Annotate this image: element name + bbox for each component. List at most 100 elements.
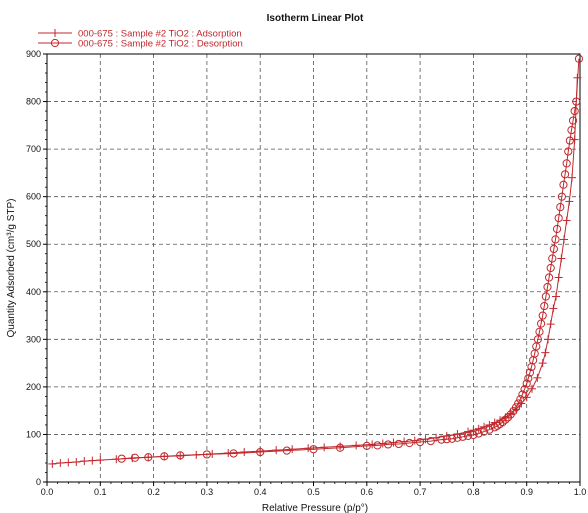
data-point-circle xyxy=(506,410,515,419)
data-point-plus xyxy=(304,444,313,453)
data-point-circle xyxy=(256,447,265,457)
data-point-circle xyxy=(567,125,576,135)
series-layer xyxy=(48,54,584,468)
data-point-plus xyxy=(288,445,297,454)
data-point-circle xyxy=(568,116,578,125)
data-point-circle xyxy=(565,136,574,145)
data-point-plus xyxy=(48,459,57,468)
data-point-circle xyxy=(541,292,550,301)
data-point-circle xyxy=(485,425,494,434)
data-point-circle xyxy=(229,449,238,458)
y-tick-label: 0 xyxy=(36,477,41,487)
y-tick-label: 800 xyxy=(26,97,41,107)
data-point-circle xyxy=(130,453,140,462)
data-point-circle xyxy=(544,273,554,282)
data-point-circle xyxy=(503,413,513,422)
data-point-circle xyxy=(540,301,549,311)
data-point-plus xyxy=(80,457,89,466)
data-point-plus xyxy=(112,455,121,464)
data-point-circle xyxy=(442,435,451,444)
data-point-circle xyxy=(469,430,478,440)
data-point-plus xyxy=(570,135,579,144)
data-point-plus xyxy=(51,29,59,37)
data-point-plus xyxy=(546,320,555,329)
x-tick-label: 0.6 xyxy=(361,487,374,497)
data-point-plus xyxy=(240,448,249,457)
data-point-circle xyxy=(117,454,126,463)
data-point-circle xyxy=(551,235,560,244)
data-point-circle xyxy=(144,453,153,462)
data-point-circle xyxy=(50,38,60,48)
data-point-circle xyxy=(453,433,462,442)
y-axis-label: Quantity Adsorbed (cm³/g STP) xyxy=(6,199,17,338)
data-point-circle xyxy=(527,362,536,372)
data-point-plus xyxy=(352,441,361,450)
data-point-circle xyxy=(564,147,573,156)
x-tick-label: 0.4 xyxy=(254,487,267,497)
x-tick-label: 0.2 xyxy=(147,487,160,497)
grid-lines xyxy=(47,54,580,482)
data-point-circle xyxy=(557,192,566,201)
data-point-circle xyxy=(474,429,483,438)
data-point-plus xyxy=(549,304,558,313)
data-point-circle xyxy=(384,440,393,449)
data-point-plus xyxy=(562,216,571,225)
data-point-circle xyxy=(336,443,345,452)
data-point-plus xyxy=(533,373,542,382)
data-point-circle xyxy=(572,97,581,106)
data-point-circle xyxy=(522,379,531,388)
y-tick-label: 500 xyxy=(26,239,41,249)
x-tick-label: 0.1 xyxy=(94,487,107,497)
data-point-circle xyxy=(535,327,544,336)
y-tick-label: 400 xyxy=(26,287,41,297)
data-point-plus xyxy=(552,292,561,301)
x-tick-label: 0.7 xyxy=(414,487,427,497)
data-point-plus xyxy=(56,458,65,467)
data-point-circle xyxy=(416,437,425,447)
legend: 000-675 : Sample #2 TiO2 : Adsorption000… xyxy=(38,29,243,50)
data-point-plus xyxy=(568,173,577,182)
data-point-circle xyxy=(546,263,555,273)
data-point-circle xyxy=(447,434,457,443)
data-point-circle xyxy=(570,106,579,116)
x-axis-ticks: 0.0 0.1 0.2 0.3 0.4 0.5 0.6 0.7 0.8 0.9 1.0 xyxy=(41,482,587,497)
data-point-circle xyxy=(548,254,557,263)
y-tick-label: 600 xyxy=(26,192,41,202)
data-point-circle xyxy=(562,159,571,168)
data-point-circle xyxy=(520,385,529,394)
data-point-circle xyxy=(538,311,547,320)
series-line xyxy=(121,58,580,460)
data-point-plus xyxy=(272,446,281,455)
data-point-plus xyxy=(538,359,547,368)
y-tick-label: 300 xyxy=(26,334,41,344)
x-tick-label: 1.0 xyxy=(574,487,587,497)
data-point-circle xyxy=(554,213,563,223)
data-point-circle xyxy=(437,435,446,444)
data-point-circle xyxy=(362,441,371,450)
x-tick-label: 0.3 xyxy=(201,487,214,497)
data-point-plus xyxy=(72,458,81,467)
y-tick-label: 900 xyxy=(26,49,41,59)
data-point-circle xyxy=(490,423,499,432)
data-point-circle xyxy=(501,415,510,424)
data-point-circle xyxy=(176,451,185,460)
data-point-plus xyxy=(554,273,563,282)
data-point-circle xyxy=(282,446,291,455)
data-point-circle xyxy=(556,203,565,212)
data-point-circle xyxy=(549,244,558,254)
data-point-plus xyxy=(557,254,566,263)
data-point-circle xyxy=(309,445,318,454)
desorption-series xyxy=(117,54,584,463)
legend-item: 000-675 : Sample #2 TiO2 : Adsorption xyxy=(38,29,242,40)
data-point-plus xyxy=(565,197,574,206)
x-tick-label: 0.0 xyxy=(41,487,54,497)
data-point-plus xyxy=(541,348,550,357)
data-point-circle xyxy=(518,390,527,399)
y-axis-ticks: 0 100 200 300 400 500 600 700 800 900 xyxy=(26,49,47,487)
data-point-circle xyxy=(559,180,568,189)
data-point-plus xyxy=(224,448,233,457)
data-point-circle xyxy=(458,432,467,441)
data-point-circle xyxy=(202,450,211,459)
data-point-circle xyxy=(394,439,403,449)
